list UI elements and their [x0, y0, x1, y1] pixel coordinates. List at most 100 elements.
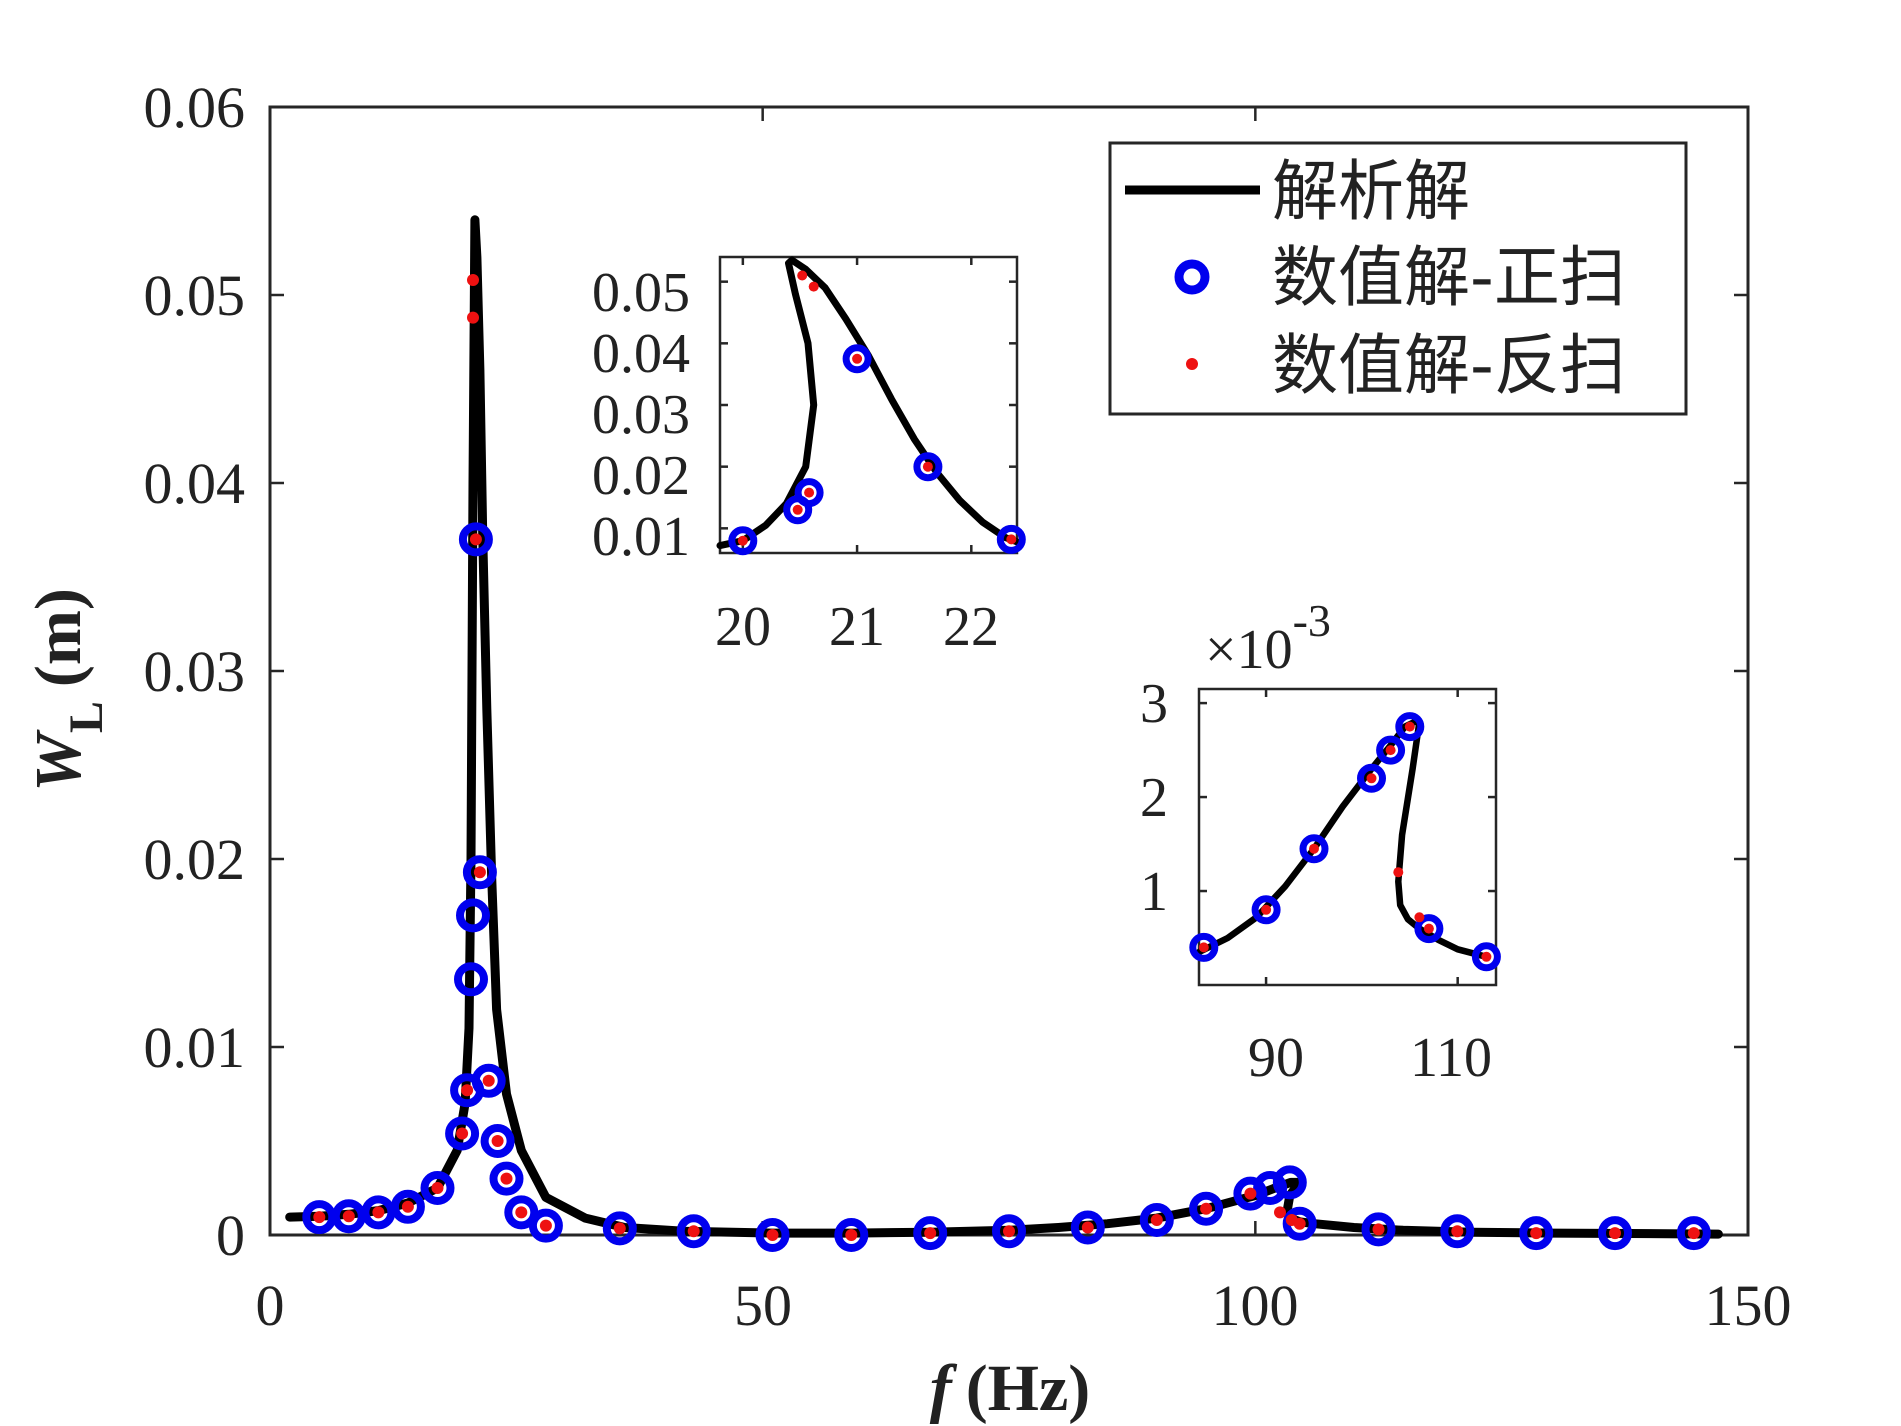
main-forward-marker-14	[504, 1195, 539, 1230]
legend-entry-backward: 数值解-反扫	[1186, 327, 1626, 404]
main-forward-marker-4	[420, 1171, 455, 1205]
inset2-x-tick-label-110: 110	[1410, 1027, 1492, 1089]
main-backward-marker-7	[467, 274, 479, 286]
legend-entry-analytic: 解析解	[1125, 153, 1470, 230]
inset1-backward-sweep-markers	[737, 270, 1017, 546]
main-forward-marker-33	[1676, 1216, 1711, 1251]
main-backward-sweep-markers	[313, 274, 1700, 1241]
main-backward-marker-1	[342, 1210, 355, 1223]
inset1-x-tick-label-21: 21	[829, 596, 885, 658]
main-forward-marker-32	[1598, 1216, 1632, 1251]
main-forward-marker-10	[462, 855, 497, 890]
inset1-y-tick-label-0.05: 0.05	[592, 262, 690, 324]
main-forward-marker-21	[992, 1214, 1026, 1249]
legend: 解析解 数值解-正扫 数值解-反扫	[1108, 141, 1688, 416]
inset2-forward-marker-3	[1357, 763, 1386, 793]
main-backward-marker-26	[1274, 1206, 1286, 1219]
main-forward-marker-7	[454, 962, 488, 997]
main-backward-marker-22	[1081, 1221, 1094, 1234]
inset1-y-tick-label-0.04: 0.04	[592, 323, 690, 385]
inset2-forward-marker-7	[1471, 942, 1501, 972]
main-backward-marker-12	[491, 1135, 504, 1147]
inset1-forward-marker-5	[996, 524, 1026, 554]
main-backward-marker-28	[1293, 1217, 1306, 1230]
inset2-backward-marker-4	[1385, 745, 1396, 756]
x-tick-label-150: 150	[1705, 1273, 1792, 1338]
inset1-backward-marker-7	[1006, 534, 1017, 545]
main-forward-marker-29	[1361, 1212, 1396, 1247]
inset1-backward-marker-2	[804, 487, 815, 498]
inset1-forward-marker-0	[728, 526, 758, 556]
main-backward-marker-15	[539, 1219, 552, 1232]
inset2-backward-marker-7	[1414, 912, 1425, 923]
inset2-backward-marker-5	[1404, 721, 1415, 732]
inset1-ticks	[720, 257, 1017, 553]
main-forward-marker-17	[676, 1214, 711, 1249]
inset2-backward-marker-0	[1198, 942, 1209, 953]
inset-primary-resonance: 20 21 22 0.01 0.02 0.03 0.04 0.05	[592, 255, 1026, 658]
inset-secondary-resonance: ×10-3 90 110 1 2 3	[1140, 595, 1501, 1089]
inset2-forward-marker-4	[1376, 735, 1406, 765]
inset2-forward-sweep-markers	[1189, 712, 1501, 972]
x-tick-label-50: 50	[734, 1273, 792, 1338]
main-forward-marker-23	[1139, 1203, 1174, 1237]
inset1-x-tick-label-22: 22	[943, 596, 999, 658]
main-forward-marker-15	[528, 1208, 563, 1243]
inset2-backward-marker-6	[1393, 867, 1404, 878]
inset1-backward-marker-0	[737, 535, 748, 546]
inset1-forward-marker-4	[913, 452, 943, 482]
inset2-ticks	[1199, 689, 1496, 985]
main-forward-marker-12	[480, 1124, 515, 1158]
main-backward-marker-24	[1200, 1202, 1213, 1215]
inset1-analytic-polyline	[716, 256, 1021, 550]
main-backward-marker-10	[473, 866, 486, 879]
y-tick-label-0.02: 0.02	[144, 827, 246, 892]
inset1-backward-marker-1	[792, 504, 803, 515]
main-forward-marker-27	[1272, 1165, 1307, 1200]
main-backward-marker-3	[401, 1200, 414, 1213]
inset2-backward-sweep-markers	[1198, 721, 1492, 962]
main-backward-marker-21	[1003, 1225, 1015, 1238]
inset2-y-tick-label-2: 2	[1140, 767, 1168, 829]
y-tick-label-0.03: 0.03	[144, 639, 246, 704]
main-forward-marker-3	[390, 1189, 425, 1224]
main-forward-marker-30	[1440, 1214, 1475, 1249]
main-ticks	[268, 105, 1750, 1237]
y-tick-label-0.05: 0.05	[144, 263, 246, 328]
inset2-backward-marker-2	[1309, 843, 1319, 854]
inset1-y-tick-label-0.02: 0.02	[592, 445, 690, 507]
inset1-forward-marker-2	[794, 478, 824, 508]
y-tick-label-0.01: 0.01	[144, 1015, 246, 1080]
legend-label-backward: 数值解-反扫	[1272, 327, 1626, 404]
main-backward-marker-13	[500, 1172, 513, 1185]
x-tick-label-0: 0	[256, 1273, 285, 1338]
main-backward-marker-6	[461, 1084, 474, 1097]
main-backward-marker-25	[1244, 1187, 1257, 1200]
x-tick-label-100: 100	[1212, 1273, 1299, 1338]
inset2-backward-marker-8	[1423, 923, 1434, 934]
legend-entry-forward: 数值解-正扫	[1174, 239, 1626, 316]
main-backward-marker-29	[1372, 1223, 1385, 1236]
main-forward-marker-2	[361, 1195, 396, 1230]
main-forward-marker-11	[471, 1063, 506, 1098]
main-backward-marker-32	[1609, 1227, 1621, 1240]
inset2-forward-marker-6	[1414, 914, 1444, 944]
main-forward-marker-26	[1253, 1171, 1288, 1205]
inset2-x-tick-label-90: 90	[1248, 1027, 1304, 1089]
y-tick-label-0: 0	[216, 1203, 245, 1268]
main-backward-marker-18	[766, 1229, 779, 1241]
legend-label-analytic: 解析解	[1272, 153, 1470, 230]
inset2-forward-marker-1	[1251, 895, 1281, 925]
inset1-y-tick-label-0.01: 0.01	[592, 506, 690, 568]
main-forward-marker-22	[1070, 1210, 1105, 1245]
main-forward-marker-24	[1189, 1191, 1224, 1226]
main-backward-marker-14	[515, 1206, 528, 1219]
inset1-forward-sweep-markers	[728, 344, 1026, 556]
inset1-backward-marker-6	[922, 461, 933, 472]
main-backward-marker-9	[469, 533, 482, 546]
y-axis-title: WL(m)	[22, 588, 113, 792]
inset2-forward-marker-5	[1395, 712, 1425, 742]
main-forward-marker-19	[834, 1218, 869, 1252]
inset2-backward-marker-3	[1366, 773, 1377, 784]
